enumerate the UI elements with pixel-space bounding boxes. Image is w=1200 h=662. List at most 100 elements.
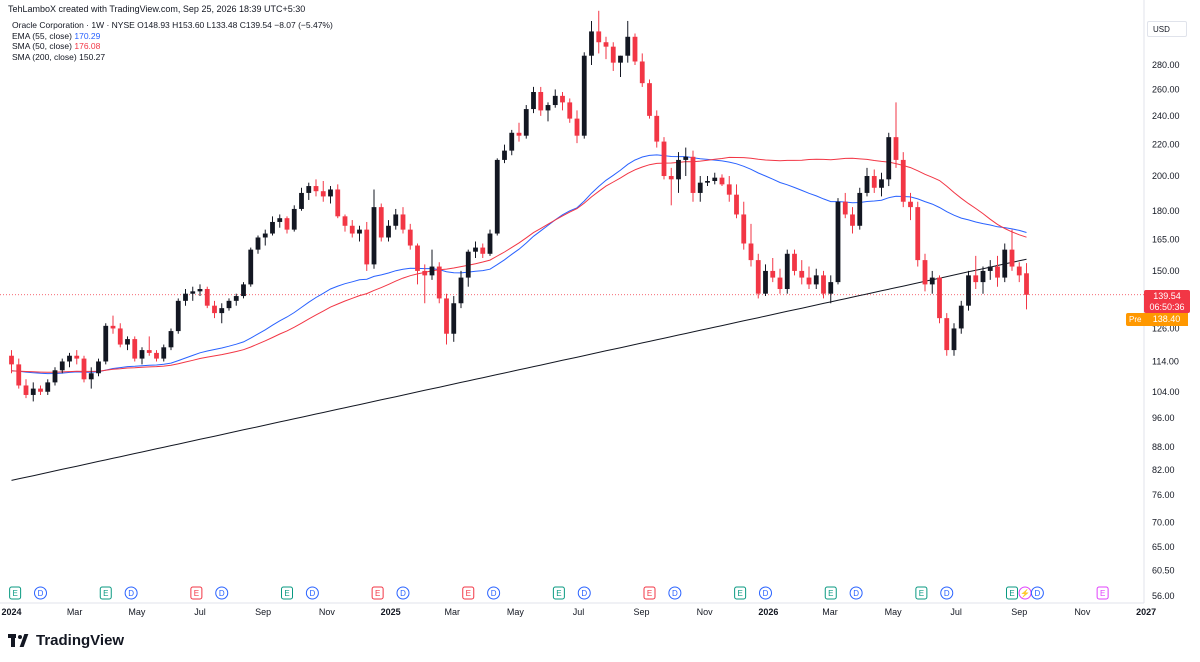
candle-body: [342, 216, 348, 226]
split-marker[interactable]: ⚡: [1018, 586, 1032, 600]
earnings-marker[interactable]: E: [915, 586, 928, 600]
indicator-ema55[interactable]: EMA (55, close) 170.29: [12, 31, 333, 42]
marker-letter: D: [581, 589, 587, 598]
marker-shape: [1030, 586, 1044, 600]
candle-body: [821, 275, 826, 294]
x-tick-label: May: [128, 607, 146, 617]
candle-body: [676, 159, 681, 180]
marker-shape: [281, 586, 293, 600]
candle-body: [516, 132, 522, 136]
earnings-marker[interactable]: E: [734, 586, 747, 600]
candle-body: [958, 305, 964, 329]
marker-shape: [99, 586, 112, 600]
y-tick-label: 260.00: [1152, 84, 1180, 94]
dividend-marker[interactable]: D: [124, 586, 138, 600]
candle-body: [929, 277, 935, 285]
candle-body: [799, 270, 805, 278]
last-price-tag: 139.54 06:50:36: [1144, 290, 1190, 313]
y-tick-label: 96.00: [1152, 413, 1175, 423]
tradingview-logo[interactable]: TradingView: [8, 632, 124, 649]
y-tick-label: 150.00: [1152, 266, 1180, 276]
marker-letter: E: [1009, 589, 1014, 598]
marker-shape: [487, 586, 501, 600]
candle-body: [647, 83, 652, 116]
indicator-label: SMA (50, close): [12, 41, 72, 51]
x-tick-label: Jul: [573, 607, 585, 617]
earnings-marker[interactable]: E: [1006, 586, 1018, 600]
earnings-marker[interactable]: E: [281, 586, 293, 600]
dividend-marker[interactable]: D: [759, 586, 772, 600]
indicator-label: EMA (55, close): [12, 30, 72, 41]
candle-body: [712, 177, 718, 181]
dividend-marker[interactable]: D: [940, 586, 954, 600]
y-tick-label: 65.00: [1152, 542, 1175, 552]
earnings-marker[interactable]: E: [643, 586, 656, 600]
earnings-marker[interactable]: E: [462, 586, 475, 600]
indicator-sma200[interactable]: SMA (200, close) 150.27: [12, 52, 333, 63]
earnings-marker[interactable]: E: [1096, 586, 1109, 600]
dividend-marker[interactable]: D: [34, 586, 47, 600]
premarket-value: 138.40: [1144, 313, 1189, 326]
dividend-marker[interactable]: D: [1030, 586, 1044, 600]
x-tick-label: Nov: [697, 607, 714, 617]
y-tick-label: 240.00: [1152, 111, 1180, 121]
dividend-marker[interactable]: D: [396, 586, 410, 600]
earnings-marker[interactable]: E: [824, 586, 837, 600]
marker-shape: [215, 586, 229, 600]
candle-body: [154, 352, 159, 359]
candle-body: [763, 270, 768, 294]
earnings-marker[interactable]: E: [99, 586, 112, 600]
candle-body: [915, 207, 921, 261]
dividend-marker[interactable]: D: [577, 586, 591, 600]
marker-shape: [34, 586, 47, 600]
marker-letter: D: [491, 589, 497, 598]
y-tick-label: 126.00: [1152, 323, 1180, 333]
indicator-sma50[interactable]: SMA (50, close) 176.08: [12, 41, 333, 52]
candle-body: [74, 355, 80, 359]
candle-body: [219, 308, 225, 314]
y-tick-label: 76.00: [1152, 490, 1175, 500]
x-tick-label: 2025: [381, 607, 401, 617]
candle-body: [850, 214, 855, 226]
candle-body: [538, 91, 544, 111]
candle-body: [45, 382, 51, 392]
candle-body: [38, 388, 43, 392]
dividend-marker[interactable]: D: [215, 586, 229, 600]
y-tick-label: 114.00: [1152, 356, 1179, 366]
candle-body: [248, 249, 254, 285]
candle-body: [117, 328, 123, 345]
x-tick-label: Jul: [194, 607, 206, 617]
candle-body: [632, 36, 638, 62]
candle-body: [980, 270, 986, 283]
candle-body: [734, 194, 739, 215]
marker-shape: [668, 586, 682, 600]
candle-body: [1024, 273, 1029, 295]
earnings-marker[interactable]: E: [371, 586, 384, 600]
currency-button[interactable]: USD: [1147, 21, 1187, 37]
y-tick-label: 280.00: [1152, 60, 1180, 70]
candle-body: [777, 277, 783, 290]
y-tick-label: 82.00: [1152, 465, 1175, 475]
candle-body: [828, 282, 834, 294]
marker-shape: [643, 586, 656, 600]
marker-letter: E: [556, 589, 561, 598]
dividend-marker[interactable]: D: [487, 586, 501, 600]
candle-body: [1002, 249, 1008, 278]
candle-body: [204, 289, 210, 306]
marker-letter: E: [919, 589, 924, 598]
credit-text: TehLamboX created with TradingView.com, …: [8, 4, 306, 14]
marker-letter: E: [103, 589, 108, 598]
x-tick-label: Jul: [950, 607, 962, 617]
candle-body: [973, 275, 979, 283]
candle-body: [531, 91, 536, 110]
earnings-marker[interactable]: E: [9, 586, 22, 600]
dividend-marker[interactable]: D: [305, 586, 319, 600]
earnings-marker[interactable]: E: [552, 586, 565, 600]
candle-body: [697, 182, 703, 193]
dividend-marker[interactable]: D: [849, 586, 863, 600]
candle-body: [806, 277, 812, 285]
earnings-marker[interactable]: E: [190, 586, 203, 600]
x-tick-label: May: [885, 607, 903, 617]
dividend-marker[interactable]: D: [668, 586, 682, 600]
